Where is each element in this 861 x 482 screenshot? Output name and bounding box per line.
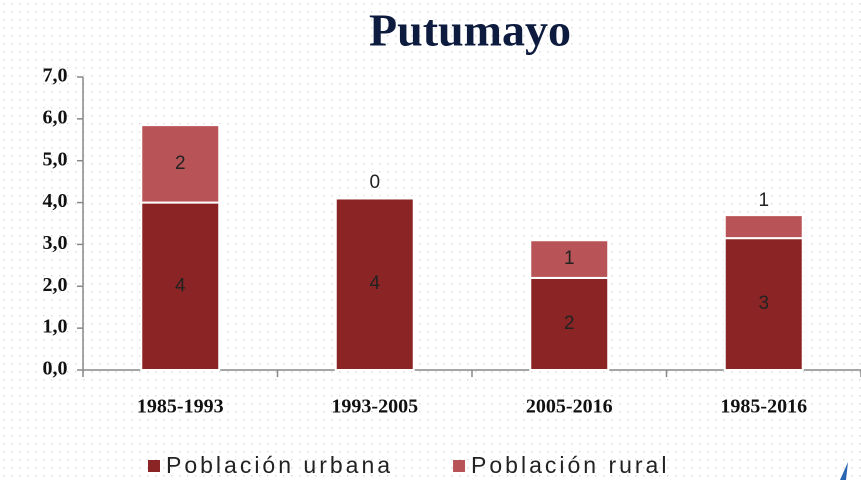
bar-segment (529, 239, 610, 279)
data-label: 4 (369, 273, 380, 294)
y-tick-label: 5,0 (43, 148, 68, 170)
cursor-icon (840, 462, 848, 480)
data-label: 4 (175, 275, 186, 296)
data-label: 2 (564, 313, 575, 334)
data-label: 1 (564, 248, 575, 269)
legend-label: Población urbana (166, 452, 393, 478)
x-tick-label: 1993-2005 (331, 396, 418, 418)
bar-segment (723, 214, 804, 240)
bar-segment (334, 196, 415, 200)
data-label: 0 (369, 172, 380, 193)
data-label: 3 (758, 293, 769, 314)
bar-segment (723, 237, 804, 371)
bar-segment (529, 276, 610, 371)
y-tick-label: 4,0 (43, 190, 68, 212)
y-tick-label: 3,0 (43, 232, 68, 254)
y-tick-label: 1,0 (43, 316, 68, 338)
y-tick-label: 7,0 (43, 65, 68, 87)
legend-label: Población rural (471, 452, 669, 478)
x-tick-label: 1985-1993 (137, 396, 224, 418)
bar-segment (334, 197, 415, 371)
chart-title: Putumayo (369, 5, 571, 56)
bar-segment (140, 124, 221, 204)
x-tick-label: 1985-2016 (720, 396, 807, 418)
data-label: 1 (758, 190, 769, 211)
data-label: 2 (175, 153, 186, 174)
bar-segment (140, 201, 221, 371)
legend-swatch (148, 460, 160, 472)
y-tick-label: 0,0 (43, 358, 68, 380)
x-tick-label: 2005-2016 (526, 396, 613, 418)
y-tick-label: 6,0 (43, 106, 68, 128)
legend-swatch (453, 460, 466, 472)
y-tick-label: 2,0 (43, 274, 68, 296)
